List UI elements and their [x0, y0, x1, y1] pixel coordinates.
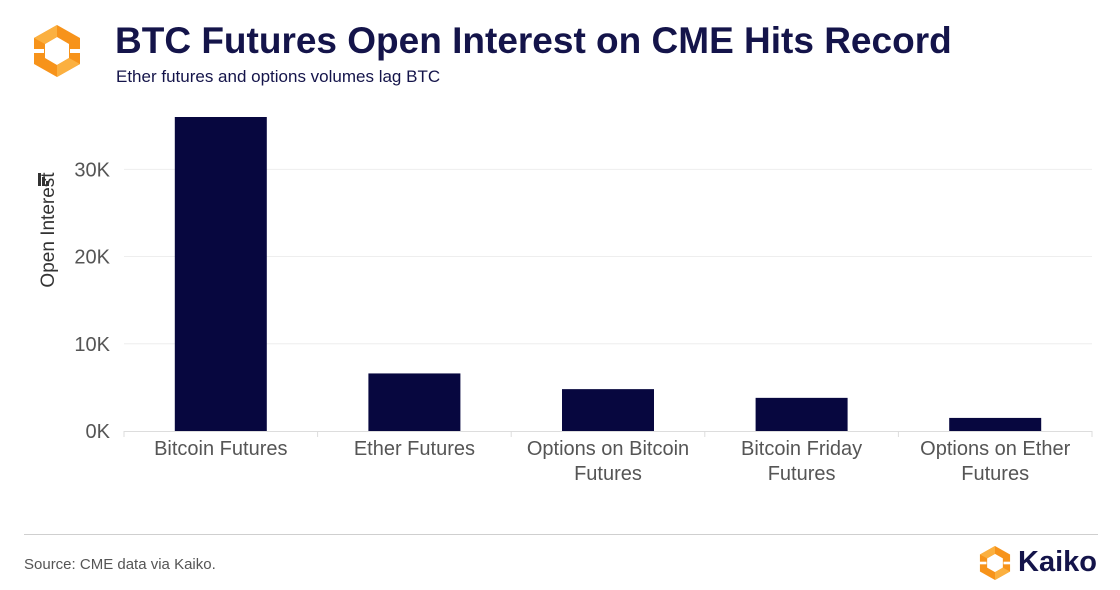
kaiko-logo-icon: [28, 22, 86, 80]
bar-chart-icon: [38, 173, 49, 186]
y-tick-label: 30K: [74, 159, 110, 181]
bar: [562, 389, 654, 431]
brand-name: Kaiko: [1018, 546, 1097, 578]
bar-chart: 0K 10K 20K 30K Bitcoin Futures Ether Futures O…: [38, 117, 1093, 485]
x-category-label: Futures: [961, 463, 1029, 485]
x-category-label: Bitcoin Friday: [741, 438, 862, 460]
source-note: Source: CME data via Kaiko.: [24, 556, 216, 573]
bar: [368, 373, 461, 431]
bar: [949, 417, 1042, 431]
x-category-label: Ether Futures: [354, 438, 475, 460]
kaiko-brand: Kaiko: [974, 544, 1104, 582]
footer-divider: [24, 534, 1098, 535]
chart-subtitle: Ether futures and options volumes lag BT…: [116, 67, 441, 86]
chart-title: BTC Futures Open Interest on CME Hits Re…: [115, 20, 952, 61]
y-tick-label: 0K: [86, 421, 111, 443]
y-tick-label: 10K: [74, 334, 110, 356]
bar: [174, 117, 267, 431]
bar: [755, 397, 848, 431]
kaiko-brand-icon: [977, 545, 1013, 581]
x-category-label: Bitcoin Futures: [154, 438, 287, 460]
x-category-label: Futures: [574, 463, 642, 485]
x-category-label: Options on Ether: [920, 438, 1070, 460]
y-axis-title: Open Interest: [38, 172, 59, 288]
x-category-label: Futures: [768, 463, 836, 485]
x-category-label: Options on Bitcoin: [527, 438, 689, 460]
y-tick-label: 20K: [74, 247, 110, 269]
